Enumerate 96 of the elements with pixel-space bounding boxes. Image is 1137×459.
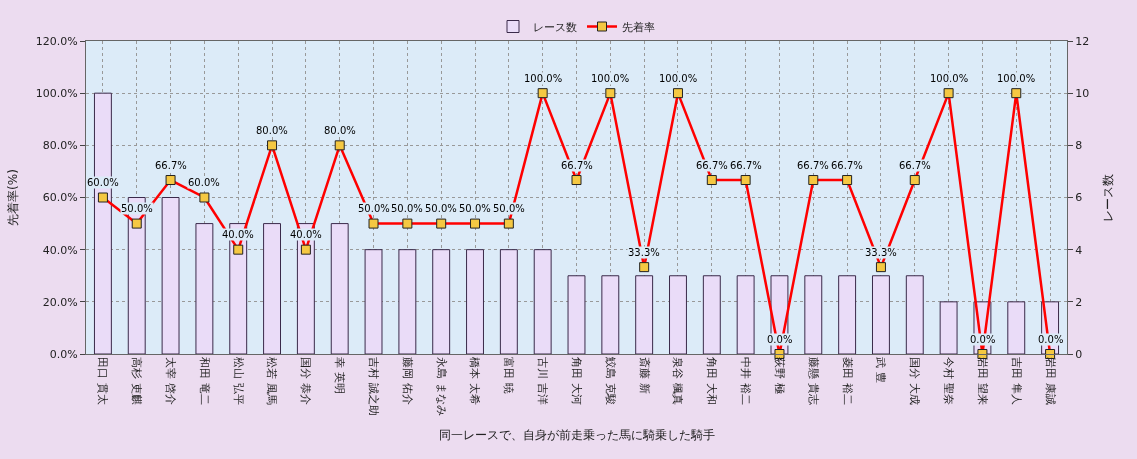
- data-label: 0.0%: [970, 334, 996, 345]
- bar: [263, 223, 282, 354]
- x-tick-label: 泉谷 楓真: [671, 357, 685, 405]
- data-label: 50.0%: [358, 203, 390, 214]
- bar: [161, 197, 180, 354]
- y-tick-label: 100.0%: [35, 87, 78, 101]
- data-label: 66.7%: [696, 160, 728, 171]
- y-tick-label: 60.0%: [42, 191, 78, 205]
- x-tick-label: 吉田 隼人: [1009, 357, 1023, 405]
- bar: [432, 249, 451, 354]
- data-label: 60.0%: [87, 177, 119, 188]
- bar: [567, 275, 586, 354]
- data-label: 50.0%: [425, 203, 457, 214]
- bar: [195, 223, 214, 354]
- x-tick-label: 藤岡 佑介: [400, 357, 414, 405]
- x-tick-label: 中井 裕二: [739, 357, 753, 405]
- x-tick-label: 国分 大成: [908, 357, 922, 405]
- data-label: 50.0%: [121, 203, 153, 214]
- x-tick-label: 太宰 啓介: [164, 357, 177, 405]
- x-tick-label: 菱田 裕二: [840, 357, 854, 405]
- bar: [939, 301, 958, 354]
- bar: [466, 249, 484, 354]
- x-tick-label: 今村 聖奈: [942, 357, 956, 405]
- data-label: 33.3%: [628, 247, 660, 258]
- y-tick-label: 20.0%: [42, 295, 78, 309]
- bar: [330, 223, 349, 354]
- bar: [736, 275, 755, 354]
- x-tick-label: 藤懸 貴志: [806, 357, 820, 405]
- data-label: 0.0%: [767, 334, 793, 345]
- x-tick-label: 斎藤 新: [637, 357, 651, 394]
- y2-axis-title: レース数: [1101, 173, 1116, 222]
- bar: [499, 249, 518, 354]
- x-tick-label: 松若 風馬: [265, 357, 279, 405]
- bar: [838, 275, 857, 354]
- data-label: 66.7%: [797, 160, 829, 171]
- x-tick-label: 橋本 太希: [468, 357, 482, 405]
- legend-label: 先着率: [622, 20, 655, 34]
- data-label: 50.0%: [459, 203, 491, 214]
- data-label: 66.7%: [831, 160, 863, 171]
- x-tick-label: 田口 貫太: [96, 357, 110, 405]
- data-label: 80.0%: [256, 125, 288, 136]
- bar: [905, 275, 924, 354]
- data-label: 100.0%: [997, 73, 1036, 84]
- x-tick-label: 幸 英明: [333, 357, 347, 394]
- data-label: 0.0%: [1038, 334, 1064, 345]
- bar: [533, 249, 552, 354]
- y2-tick-label: 6: [1075, 191, 1083, 205]
- y-tick-label: 0.0%: [49, 347, 78, 361]
- x-tick-label: 高杉 吏麒: [130, 357, 144, 405]
- bar: [871, 275, 890, 354]
- x-tick-label: 角田 大河: [569, 357, 583, 405]
- x-tick-label: 吉村 誠之助: [366, 357, 380, 416]
- y2-tick-label: 8: [1075, 139, 1083, 153]
- data-label: 100.0%: [930, 73, 969, 84]
- x-tick-label: 永島 まなみ: [434, 357, 448, 416]
- bar: [669, 275, 687, 354]
- data-label: 50.0%: [391, 203, 423, 214]
- data-label: 40.0%: [222, 229, 254, 240]
- x-tick-label: 武 豊: [874, 357, 888, 383]
- data-label: 100.0%: [524, 73, 563, 84]
- bar: [364, 249, 383, 354]
- x-tick-label: 富田 暁: [502, 357, 516, 394]
- bar: [702, 275, 721, 354]
- data-label: 66.7%: [561, 160, 593, 171]
- y-axis-title: 先着率(%): [6, 169, 21, 226]
- data-label: 100.0%: [659, 73, 698, 84]
- y2-tick-label: 10: [1075, 87, 1090, 101]
- x-tick-label: 古川 吉洋: [536, 357, 550, 405]
- bar: [1007, 301, 1026, 354]
- x-tick-label: 和田 竜二: [197, 357, 211, 405]
- data-label: 80.0%: [324, 125, 356, 136]
- bar: [635, 275, 654, 354]
- x-tick-label: 国分 恭介: [299, 357, 313, 405]
- y2-tick-label: 0: [1075, 347, 1083, 361]
- y2-tick-label: 4: [1075, 243, 1083, 257]
- x-tick-label: 角田 大和: [705, 357, 719, 405]
- y-tick-label: 80.0%: [42, 139, 78, 153]
- data-label: 66.7%: [899, 160, 931, 171]
- y-tick-label: 40.0%: [42, 243, 78, 257]
- y2-tick-label: 2: [1075, 295, 1083, 309]
- data-label: 33.3%: [865, 247, 897, 258]
- y-tick-label: 120.0%: [35, 34, 78, 48]
- bar: [804, 275, 823, 354]
- x-axis-title: 同一レースで、自身が前走乗った馬に騎乗した騎手: [438, 427, 715, 442]
- bar: [398, 249, 417, 354]
- y2-tick-label: 12: [1075, 34, 1090, 48]
- legend-label: レース数: [533, 20, 577, 34]
- x-tick-label: 松山 弘平: [231, 357, 245, 405]
- data-label: 50.0%: [493, 203, 525, 214]
- x-tick-label: 鮫島 克駿: [603, 357, 617, 405]
- data-label: 40.0%: [290, 229, 322, 240]
- data-label: 100.0%: [591, 73, 630, 84]
- data-label: 60.0%: [188, 177, 220, 188]
- bar: [601, 275, 620, 354]
- data-label: 66.7%: [730, 160, 762, 171]
- data-label: 66.7%: [155, 160, 187, 171]
